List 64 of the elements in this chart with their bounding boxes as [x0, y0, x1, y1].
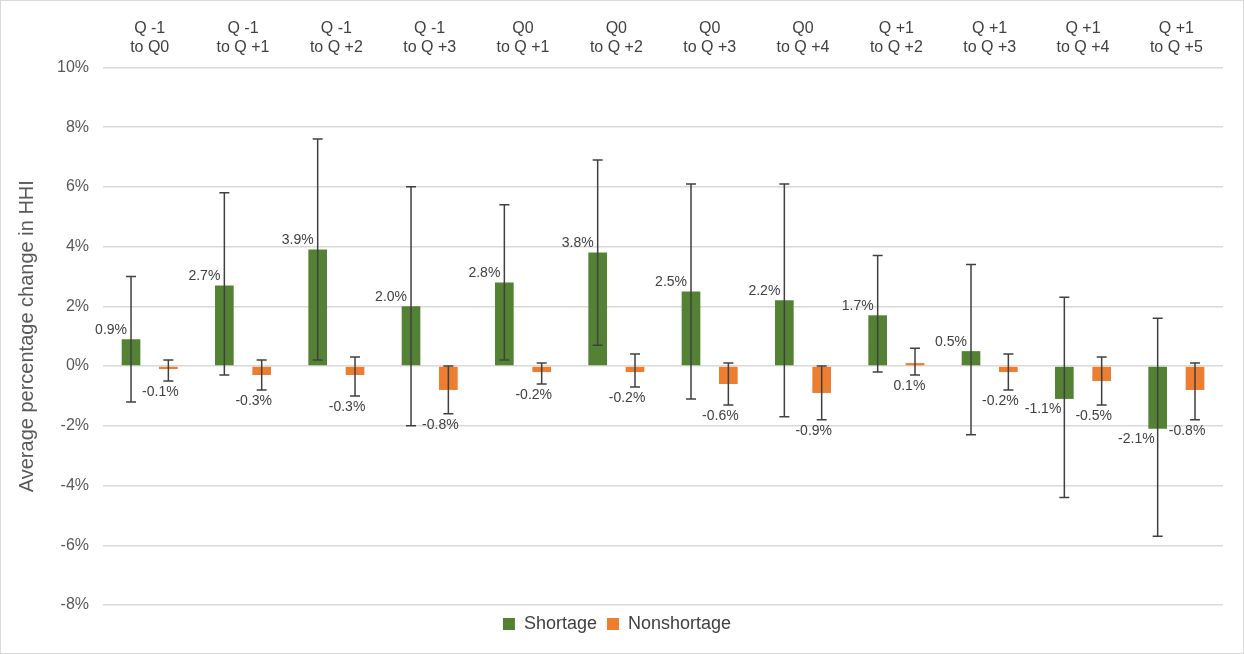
y-tick-label: 2% [65, 296, 90, 314]
data-label: -2.1% [1118, 429, 1155, 446]
data-label: 3.8% [561, 234, 594, 251]
bar [252, 366, 272, 376]
bar [532, 366, 552, 373]
data-label: 1.7% [841, 297, 874, 314]
data-label: -0.6% [702, 406, 739, 423]
y-tick-label: 6% [65, 177, 90, 195]
data-label: 3.9% [281, 231, 314, 248]
x-tick-label: Q0 to Q +4 [776, 19, 830, 56]
data-label: -0.2% [515, 385, 553, 402]
data-label: 2.2% [748, 282, 781, 299]
y-axis-title: Average percentage change in HHI [14, 180, 37, 493]
x-tick-label: Q +1 to Q +4 [1056, 19, 1110, 56]
y-tick-label: -8% [60, 595, 90, 613]
bar [308, 249, 328, 366]
bar [868, 315, 888, 366]
x-tick-label: Q -1 to Q +3 [403, 19, 457, 56]
data-label: -0.2% [982, 391, 1019, 408]
data-label: -0.3% [328, 397, 366, 414]
data-label: -1.1% [1024, 399, 1062, 416]
data-label: -0.8% [422, 415, 459, 432]
bar [495, 282, 514, 366]
bar [1055, 366, 1074, 399]
x-tick-label: Q -1 to Q +1 [216, 19, 270, 56]
y-tick-label: 4% [65, 237, 90, 255]
data-label: 0.1% [893, 376, 926, 393]
data-label: -0.5% [1075, 406, 1112, 423]
legend-label: Shortage [523, 612, 597, 633]
y-tick-label: -2% [60, 416, 90, 434]
y-tick-label: -6% [60, 535, 90, 553]
x-tick-label: Q0 to Q +3 [683, 19, 737, 56]
x-tick-label: Q0 to Q +2 [589, 19, 643, 56]
bar [719, 366, 738, 384]
legend-label: Nonshortage [627, 612, 732, 633]
data-label: 2.0% [375, 288, 408, 305]
data-label: 2.7% [188, 267, 221, 284]
bar [775, 300, 794, 366]
data-label: 2.5% [655, 273, 688, 290]
x-tick-label: Q +1 to Q +2 [869, 19, 923, 56]
bar [439, 366, 458, 390]
bar [1148, 366, 1167, 429]
y-tick-label: 0% [65, 356, 90, 374]
data-label: -0.1% [142, 382, 179, 399]
data-label: 0.9% [95, 321, 128, 338]
x-tick-label: Q -1 to Q0 [130, 19, 170, 56]
y-tick-label: -4% [60, 475, 90, 493]
y-tick-label: 8% [65, 117, 90, 135]
data-label: -0.3% [235, 391, 273, 408]
bar [812, 366, 832, 393]
data-label: -0.9% [795, 421, 833, 438]
x-tick-label: Q +1 to Q +5 [1149, 19, 1203, 56]
bar [999, 366, 1018, 373]
data-label: -0.2% [608, 388, 646, 405]
x-tick-label: Q +1 to Q +3 [963, 19, 1017, 56]
data-label: 2.8% [468, 264, 501, 281]
x-tick-label: Q0 to Q +1 [496, 19, 550, 56]
x-tick-label: Q -1 to Q +2 [309, 19, 363, 56]
y-tick-label: 10% [56, 57, 90, 75]
bar [1092, 366, 1111, 381]
bar [215, 285, 234, 366]
data-label: 0.5% [935, 332, 968, 349]
data-label: -0.8% [1168, 421, 1206, 438]
bar [588, 252, 608, 366]
